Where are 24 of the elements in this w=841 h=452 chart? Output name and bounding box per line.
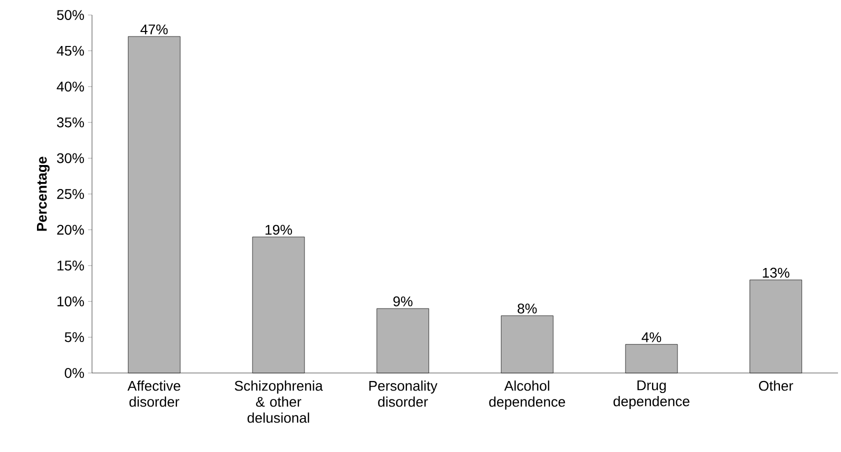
y-tick-label: 10% bbox=[58, 296, 84, 306]
y-axis-title: Percentage bbox=[36, 156, 50, 231]
x-tick-label: Schizophrenia & other delusional bbox=[234, 380, 323, 423]
y-tick-label: 45% bbox=[56, 46, 84, 56]
data-label: 47% bbox=[140, 24, 168, 34]
data-label: 13% bbox=[762, 268, 790, 278]
y-tick-label: 5% bbox=[64, 332, 84, 342]
data-label: 4% bbox=[642, 332, 662, 342]
x-tick-label: Affective disorder bbox=[127, 380, 180, 407]
y-tick-label: 30% bbox=[56, 153, 84, 164]
y-tick-label: 25% bbox=[57, 189, 84, 199]
data-label: 19% bbox=[266, 224, 292, 235]
data-label: 8% bbox=[518, 304, 537, 314]
x-tick-label: Drug dependence bbox=[614, 380, 690, 410]
x-tick-label: Alcohol dependence bbox=[489, 380, 566, 410]
data-label: 9% bbox=[393, 296, 412, 306]
y-tick-label: 20% bbox=[57, 224, 84, 235]
y-tick-label: 0% bbox=[64, 368, 84, 378]
y-tick-label: 15% bbox=[58, 260, 84, 271]
y-tick-label: 35% bbox=[56, 117, 84, 128]
x-tick-label: Other bbox=[758, 380, 794, 391]
x-tick-label: Personality disorder bbox=[369, 380, 438, 407]
y-tick-label: 40% bbox=[56, 82, 84, 92]
y-tick-label: 50% bbox=[57, 10, 84, 20]
